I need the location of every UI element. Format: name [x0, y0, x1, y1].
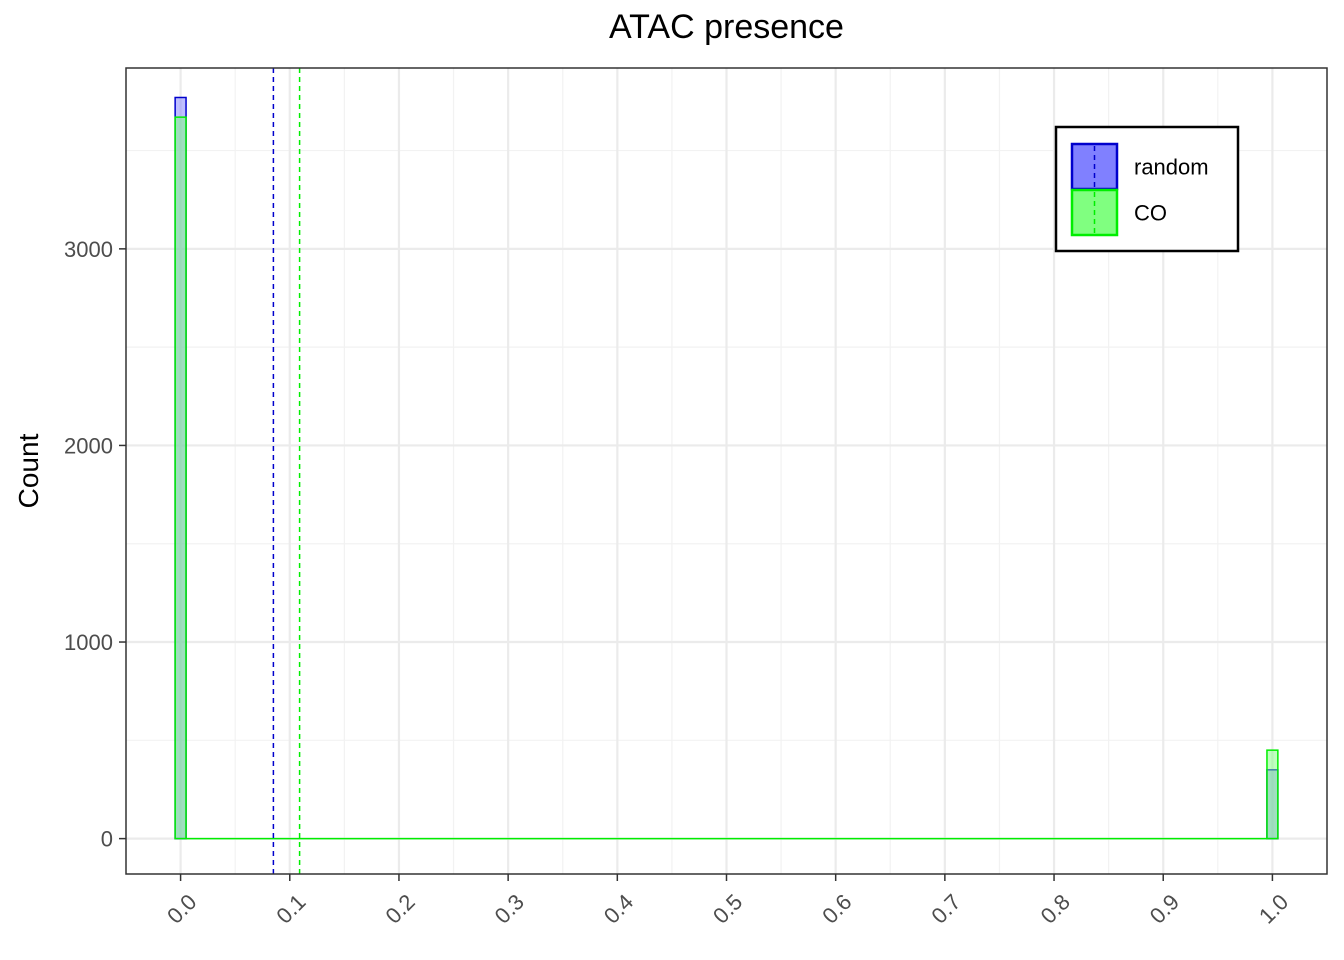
x-tick-label: 0.6 [817, 889, 856, 928]
y-tick-label: 3000 [64, 237, 113, 262]
legend-label-random: random [1134, 155, 1209, 180]
x-tick-label: 0.7 [926, 889, 965, 928]
legend: random CO [1054, 125, 1240, 253]
x-tick-label: 0.0 [162, 889, 201, 928]
y-tick-label: 1000 [64, 630, 113, 655]
x-tick-label: 0.9 [1145, 889, 1184, 928]
mean-lines [272, 68, 301, 874]
y-tick-label: 2000 [64, 433, 113, 458]
x-tick-label: 0.8 [1036, 889, 1075, 928]
x-tick-label: 0.5 [708, 889, 747, 928]
chart-title: ATAC presence [609, 8, 844, 46]
y-axis: 0 1000 2000 3000 [64, 237, 126, 852]
x-tick-label: 0.3 [490, 889, 529, 928]
x-tick-label: 1.0 [1254, 889, 1293, 928]
x-axis: 0.0 0.1 0.2 0.3 0.4 0.5 0.6 0.7 0.8 0.9 1.0 [162, 874, 1293, 928]
histogram-bar-co [174, 116, 187, 840]
x-tick-label: 0.4 [599, 889, 638, 928]
y-axis-title: Count [13, 433, 44, 508]
x-tick-label: 0.1 [271, 889, 310, 928]
x-tick-label: 0.2 [380, 889, 419, 928]
histogram-bar-co [1266, 749, 1279, 840]
histogram-bars [174, 96, 1279, 840]
legend-label-co: CO [1134, 201, 1167, 226]
y-tick-label: 0 [101, 827, 113, 852]
